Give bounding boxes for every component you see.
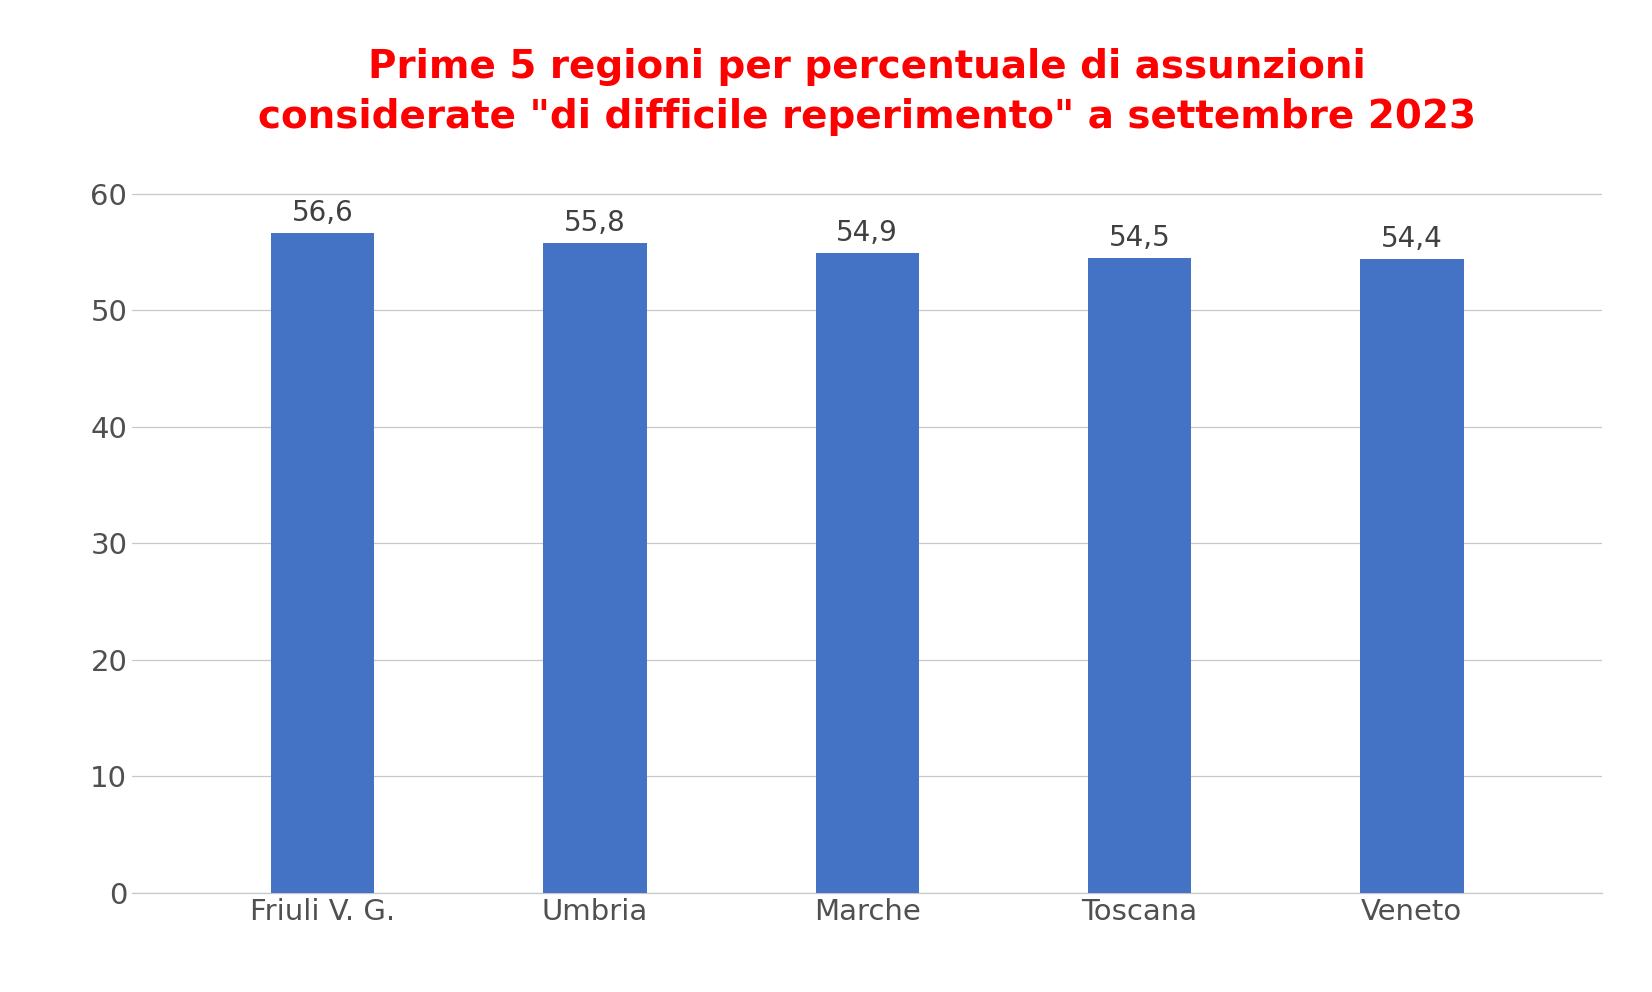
Bar xyxy=(1360,259,1464,893)
Bar xyxy=(271,233,375,893)
Text: 56,6: 56,6 xyxy=(292,199,354,227)
Bar xyxy=(816,253,919,893)
Title: Prime 5 regioni per percentuale di assunzioni
considerate "di difficile reperime: Prime 5 regioni per percentuale di assun… xyxy=(258,49,1477,136)
Text: 54,9: 54,9 xyxy=(836,219,899,247)
Bar xyxy=(1089,258,1191,893)
Text: 54,4: 54,4 xyxy=(1381,225,1442,253)
Text: 54,5: 54,5 xyxy=(1108,224,1171,252)
Bar xyxy=(544,243,646,893)
Text: 55,8: 55,8 xyxy=(563,208,626,237)
